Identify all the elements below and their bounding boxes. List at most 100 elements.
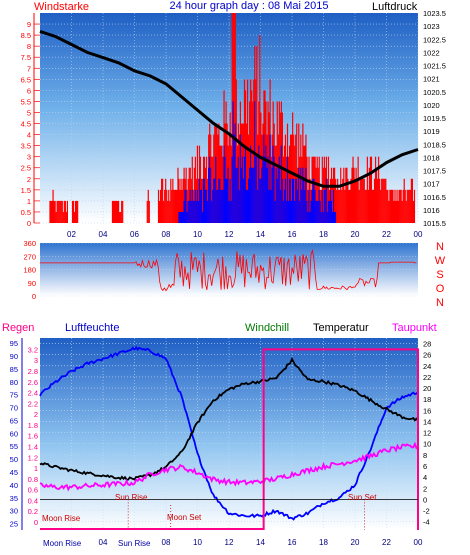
x-tick-label: 04 [99, 230, 108, 239]
rain-tick-label: 0.2 [28, 507, 38, 516]
humidity-tick-label: 25 [10, 520, 18, 529]
pressure-tick-label: 1018.5 [423, 140, 446, 149]
temperature-tick-label: 10 [423, 440, 431, 449]
rain-tick-label: 2.6 [28, 378, 38, 387]
humidity-tick-label: 45 [10, 468, 18, 477]
x-tick-label: 10 [193, 538, 202, 547]
x-tick-label: 18 [319, 538, 328, 547]
wind-direction-line [39, 248, 417, 292]
dewpoint-axis-title: Taupunkt [392, 322, 437, 334]
wind-tick-label: 0 [27, 219, 31, 228]
x-tick-label: 14 [256, 230, 265, 239]
humidity-axis-title: Luftfeuchte [65, 322, 119, 334]
wind-tick-label: 7 [27, 64, 31, 73]
direction-tick-label: 90 [28, 279, 36, 288]
compass-label: S [436, 269, 443, 281]
x-tick-label: 06 [130, 230, 139, 239]
pressure-tick-label: 1016.5 [423, 193, 446, 202]
windchill-axis-title: Windchill [245, 322, 289, 334]
pressure-tick-label: 1017 [423, 180, 440, 189]
x-tick-label: 10 [193, 230, 202, 239]
wind-tick-label: 3 [27, 153, 31, 162]
bottom-moon-rise-label: Moon Rise [43, 539, 82, 548]
x-tick-label: 14 [256, 538, 265, 547]
wind-speed-bars [39, 13, 419, 223]
humidity-tick-label: 60 [10, 429, 18, 438]
wind-tick-label: 4 [27, 131, 31, 140]
wind-tick-label: 4.5 [21, 120, 31, 129]
humidity-tick-label: 40 [10, 481, 18, 490]
humidity-tick-label: 55 [10, 442, 18, 451]
x-tick-label: 04 [99, 538, 108, 547]
pressure-tick-label: 1021.5 [423, 62, 446, 71]
pressure-tick-label: 1019 [423, 127, 440, 136]
bottom-sun-rise-label: Sun Rise [118, 539, 151, 548]
wind-tick-label: 1 [27, 197, 31, 206]
temperature-tick-label: 4 [423, 473, 427, 482]
rain-tick-label: 3.2 [28, 345, 38, 354]
temperature-axis-title: Temperatur [313, 322, 369, 334]
pressure-tick-label: 1017.5 [423, 167, 446, 176]
wind-tick-label: 8 [27, 42, 31, 51]
x-tick-label: 00 [414, 230, 423, 239]
pressure-tick-label: 1022.5 [423, 35, 446, 44]
x-tick-label: 22 [382, 230, 391, 239]
direction-tick-label: 0 [32, 292, 36, 301]
moon-rise-label: Moon Rise [42, 514, 81, 523]
humidity-tick-label: 95 [10, 339, 18, 348]
humidity-line [39, 345, 419, 521]
pressure-tick-label: 1020.5 [423, 88, 446, 97]
chart-title: 24 hour graph day : 08 Mai 2015 [169, 0, 328, 12]
humidity-tick-label: 35 [10, 494, 18, 503]
rain-tick-label: 1.4 [28, 442, 38, 451]
moon-set-label: Moon Set [167, 513, 202, 522]
temperature-tick-label: 2 [423, 484, 427, 493]
humidity-tick-label: 70 [10, 404, 18, 413]
x-tick-label: 12 [225, 538, 234, 547]
rain-axis-title: Regen [2, 322, 34, 334]
x-tick-label: 22 [382, 538, 391, 547]
rain-line [40, 348, 419, 530]
rain-tick-label: 2.2 [28, 399, 38, 408]
wind-tick-label: 6.5 [21, 75, 31, 84]
pressure-line [39, 29, 419, 188]
wind-tick-label: 0.5 [21, 208, 31, 217]
pressure-tick-label: 1023 [423, 22, 440, 31]
humidity-tick-label: 50 [10, 455, 18, 464]
sun-set-label: Sun Set [348, 493, 377, 502]
pressure-tick-label: 1019.5 [423, 114, 446, 123]
rain-tick-label: 0.6 [28, 486, 38, 495]
humidity-tick-label: 80 [10, 378, 18, 387]
temperature-tick-label: 6 [423, 462, 427, 471]
humidity-tick-label: 75 [10, 391, 18, 400]
compass-label: N [436, 241, 444, 253]
wind-tick-label: 5.5 [21, 97, 31, 106]
pressure-tick-label: 1023.5 [423, 9, 446, 18]
rain-tick-label: 2.8 [28, 367, 38, 376]
wind-tick-label: 2.5 [21, 164, 31, 173]
temperature-tick-label: 22 [423, 373, 431, 382]
x-tick-label: 20 [351, 230, 360, 239]
wind-tick-label: 8.5 [21, 31, 31, 40]
temperature-tick-label: 20 [423, 384, 431, 393]
compass-label: N [436, 297, 444, 309]
temperature-tick-label: 18 [423, 395, 431, 404]
pressure-tick-label: 1022 [423, 48, 440, 57]
axis-labels: 00.511.522.533.544.555.566.577.588.59101… [10, 9, 446, 547]
wind-tick-label: 1.5 [21, 186, 31, 195]
pressure-tick-label: 1021 [423, 75, 440, 84]
temperature-tick-label: 28 [423, 340, 431, 349]
rain-tick-label: 1.2 [28, 453, 38, 462]
x-tick-label: 20 [351, 538, 360, 547]
pressure-tick-label: 1016 [423, 206, 440, 215]
temperature-line [39, 356, 419, 481]
climate-series [39, 345, 419, 530]
humidity-tick-label: 30 [10, 507, 18, 516]
wind-tick-label: 2 [27, 175, 31, 184]
rain-tick-label: 1.6 [28, 432, 38, 441]
humidity-tick-label: 85 [10, 365, 18, 374]
temperature-tick-label: 14 [423, 417, 431, 426]
temperature-tick-label: -4 [423, 518, 430, 527]
pressure-axis-title: Luftdruck [372, 1, 418, 13]
x-tick-label: 08 [162, 538, 171, 547]
